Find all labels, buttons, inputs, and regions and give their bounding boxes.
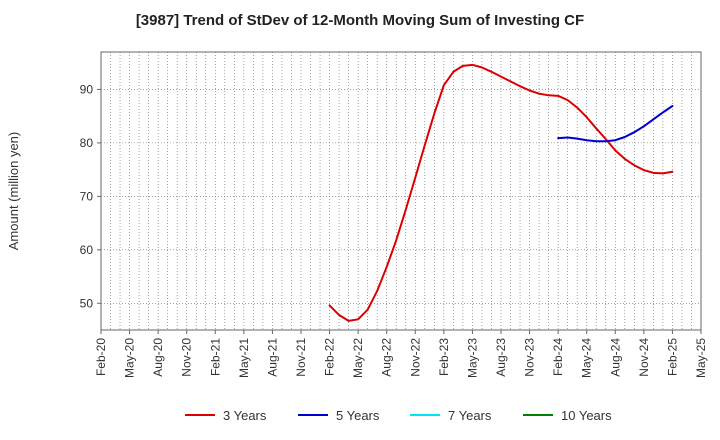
x-tick-label: May-24 [580, 338, 594, 378]
y-axis-label: Amount (million yen) [6, 132, 21, 251]
grid [101, 52, 701, 330]
series-lines [328, 63, 674, 322]
x-tick-label: Nov-20 [180, 338, 194, 377]
x-tick-label: Nov-22 [408, 338, 422, 377]
legend-label-3-years: 3 Years [223, 408, 267, 423]
x-tick-label: May-25 [694, 338, 708, 378]
x-tick-label: Aug-22 [380, 338, 394, 377]
x-tick-label: Nov-24 [637, 338, 651, 377]
x-tick-label: Feb-20 [94, 338, 108, 376]
chart-title: [3987] Trend of StDev of 12-Month Moving… [135, 12, 585, 29]
x-tick-label: Aug-21 [265, 338, 279, 377]
x-tick-label: Aug-20 [151, 338, 165, 377]
series-line-3-years [328, 63, 674, 322]
x-tick-label: Aug-23 [494, 338, 508, 377]
y-tick-label: 90 [80, 82, 94, 96]
x-tick-label: Feb-21 [208, 338, 222, 376]
legend: 3 Years 5 Years 7 Years 10 Years [185, 408, 612, 423]
x-tick-label: Feb-24 [551, 338, 565, 376]
y-tick-label: 70 [80, 189, 94, 203]
series-line-5-years [557, 105, 674, 143]
x-axis: Feb-20 May-20 Aug-20 Nov-20 Feb-21 May-21 Aug-… [94, 330, 708, 378]
x-tick-label: May-23 [465, 338, 479, 378]
x-tick-label: May-20 [123, 338, 137, 378]
y-tick-label: 80 [80, 136, 94, 150]
x-tick-label: Feb-23 [437, 338, 451, 376]
legend-label-7-years: 7 Years [448, 408, 492, 423]
legend-label-5-years: 5 Years [336, 408, 380, 423]
x-tick-label: May-22 [351, 338, 365, 378]
x-tick-label: Feb-22 [323, 338, 337, 376]
y-tick-label: 50 [80, 296, 94, 310]
y-tick-label: 60 [80, 243, 94, 257]
legend-label-10-years: 10 Years [561, 408, 612, 423]
x-tick-label: Feb-25 [665, 338, 679, 376]
x-tick-label: May-21 [237, 338, 251, 378]
x-tick-label: Nov-21 [294, 338, 308, 377]
plot-area [100, 51, 702, 331]
x-tick-label: Aug-24 [608, 338, 622, 377]
x-tick-label: Nov-23 [523, 338, 537, 377]
y-axis: 50 60 70 80 90 [80, 82, 101, 310]
